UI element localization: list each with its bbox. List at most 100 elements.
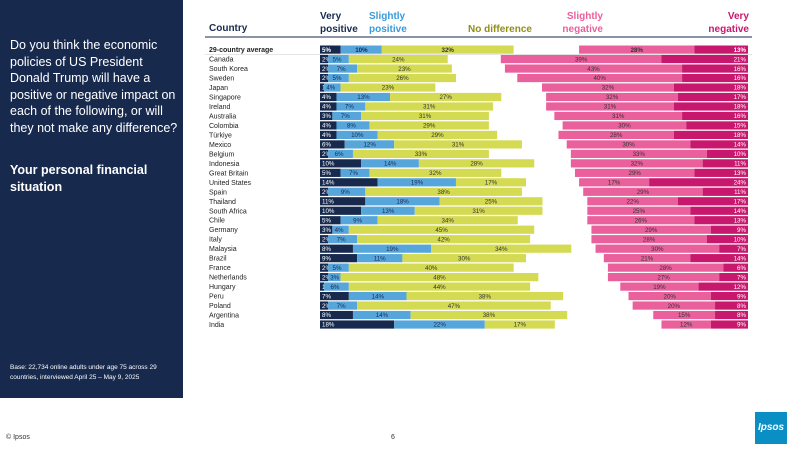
bar-segment xyxy=(340,216,378,225)
gap-segment xyxy=(521,140,567,149)
data-label: 3% xyxy=(330,274,339,281)
data-label: 2% xyxy=(322,151,331,158)
bar-segment xyxy=(690,254,748,263)
data-label: 7% xyxy=(337,303,346,310)
country-label: Great Britain xyxy=(209,170,248,177)
data-label: 18% xyxy=(322,322,335,329)
data-label: 29% xyxy=(645,227,658,234)
bar-segment xyxy=(365,102,494,111)
gap-segment xyxy=(534,225,592,234)
bar-segment xyxy=(517,73,683,83)
bar-segment xyxy=(369,168,502,177)
bar-segment xyxy=(710,291,748,301)
data-label: 8% xyxy=(737,303,746,310)
bar-segment xyxy=(361,111,489,121)
bar-segment xyxy=(431,244,572,253)
data-label: 30% xyxy=(651,246,664,253)
bar-segment xyxy=(348,282,531,291)
bar-segment xyxy=(357,301,551,310)
data-label: 2% xyxy=(322,56,331,63)
bar-segment xyxy=(328,54,349,64)
bar-segment xyxy=(587,216,695,225)
bar-segment xyxy=(694,216,748,225)
bar-segment xyxy=(328,273,341,282)
gap-segment xyxy=(501,168,575,177)
data-label: 2% xyxy=(322,265,331,272)
data-label: 4% xyxy=(335,227,344,234)
bar-segment xyxy=(352,310,411,320)
legend-label: negative xyxy=(708,24,749,35)
gap-segment xyxy=(517,216,588,225)
bar-segment xyxy=(320,83,325,92)
bar-segment xyxy=(320,254,358,263)
bar-segment xyxy=(320,273,329,282)
bar-segment xyxy=(328,301,358,310)
bar-segment xyxy=(320,291,349,301)
data-label: 34% xyxy=(495,246,508,253)
data-label: 29% xyxy=(423,123,436,130)
bar-segment xyxy=(673,102,748,111)
gap-segment xyxy=(542,206,588,215)
data-label: 10% xyxy=(734,151,747,158)
data-label: 28% xyxy=(631,47,644,54)
country-label: Mexico xyxy=(209,142,231,149)
data-label: 12% xyxy=(734,284,747,291)
bar-segment xyxy=(677,92,748,102)
bar-segment xyxy=(324,83,341,92)
bar-segment xyxy=(320,64,329,73)
data-label: 14% xyxy=(734,142,747,149)
data-label: 8% xyxy=(347,123,356,130)
bar-segment xyxy=(698,282,748,291)
bar-segment xyxy=(348,225,535,234)
gap-segment xyxy=(563,291,629,301)
bar-segment xyxy=(320,121,337,130)
bar-segment xyxy=(357,235,531,244)
data-label: 17% xyxy=(514,322,527,329)
data-label: 32% xyxy=(606,94,619,101)
country-label: 29-country average xyxy=(209,47,273,54)
data-label: 5% xyxy=(333,265,342,272)
data-label: 15% xyxy=(678,312,691,319)
data-label: 19% xyxy=(411,180,424,187)
legend-label: Very xyxy=(320,11,342,22)
page-number: 6 xyxy=(391,434,395,441)
bar-segment xyxy=(690,206,748,215)
bar-segment xyxy=(719,244,748,253)
data-label: 6% xyxy=(330,284,339,291)
data-label: 23% xyxy=(398,66,411,73)
bar-segment xyxy=(715,310,748,320)
data-label: 5% xyxy=(322,217,331,224)
copyright-text: © Ipsos xyxy=(6,434,30,441)
bar-segment xyxy=(439,197,543,206)
gap-segment xyxy=(526,254,604,263)
data-label: 24% xyxy=(734,180,747,187)
country-label: Netherlands xyxy=(209,275,247,282)
bar-segment xyxy=(682,111,748,121)
country-label: Ireland xyxy=(209,104,231,111)
bar-segment xyxy=(377,130,498,140)
data-label: 27% xyxy=(439,94,452,101)
bar-segment xyxy=(566,140,691,149)
bar-segment xyxy=(579,178,650,187)
bar-segment xyxy=(328,187,366,196)
bar-segment xyxy=(377,216,518,225)
data-label: 3% xyxy=(322,227,331,234)
data-label: 3% xyxy=(322,113,331,120)
bar-segment xyxy=(574,168,695,177)
country-label: Thailand xyxy=(209,199,236,206)
country-label: Colombia xyxy=(209,123,239,130)
bar-segment xyxy=(328,73,349,83)
bar-segment xyxy=(702,159,748,168)
data-label: 2% xyxy=(322,75,331,82)
data-label: 33% xyxy=(633,151,646,158)
bar-segment xyxy=(348,263,514,272)
data-label: 10% xyxy=(734,236,747,243)
bar-segment xyxy=(357,64,452,73)
legend-label: Slightly xyxy=(369,11,406,22)
data-label: 12% xyxy=(680,322,693,329)
data-label: 7% xyxy=(349,170,358,177)
data-label: 19% xyxy=(653,284,666,291)
data-label: 16% xyxy=(734,66,747,73)
gap-segment xyxy=(521,187,584,196)
